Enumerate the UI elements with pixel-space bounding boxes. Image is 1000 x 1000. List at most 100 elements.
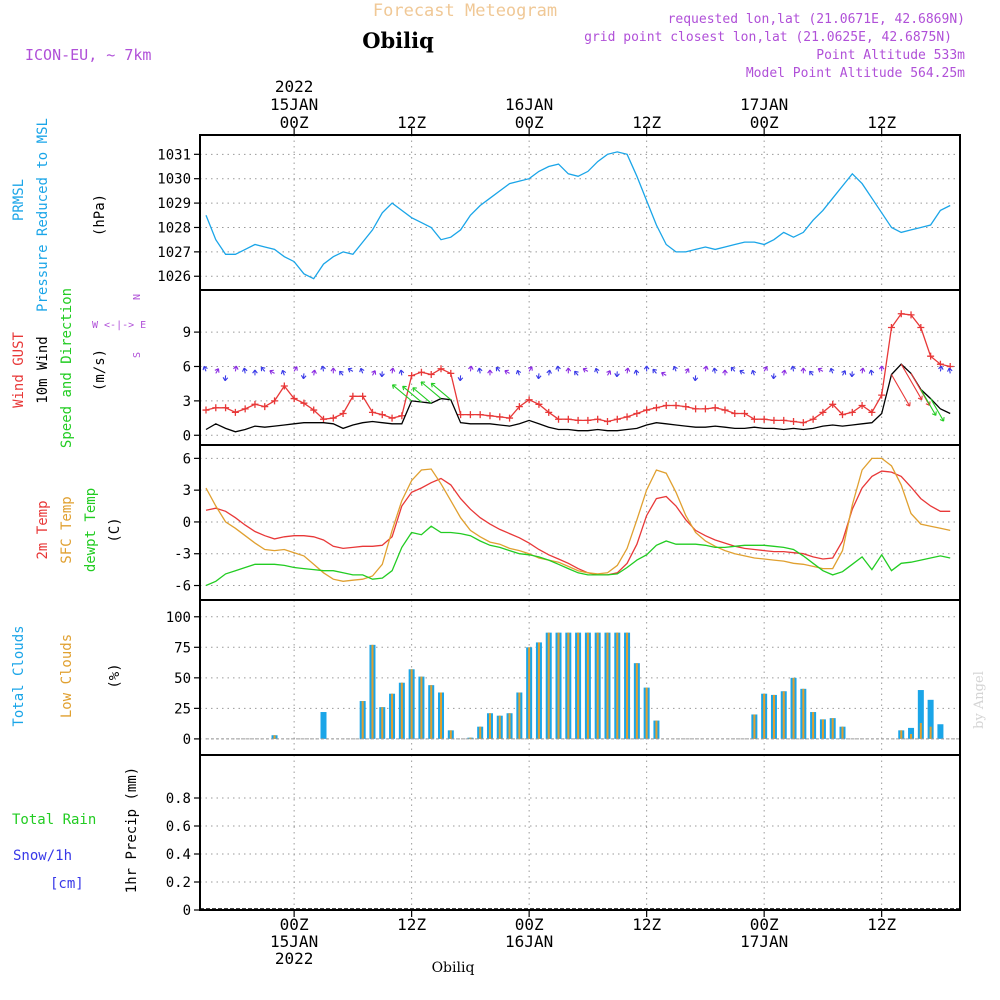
gust-point <box>231 408 239 416</box>
wind-dir-arrowhead <box>800 367 807 372</box>
wind-dir-arrowhead <box>781 369 787 374</box>
gust-point <box>564 415 572 423</box>
bottom-time-label: 00Z <box>750 915 779 934</box>
gust-point <box>398 412 406 420</box>
wind-label-10m: 10m Wind <box>35 336 51 403</box>
wind-dir-arrowhead <box>371 370 377 375</box>
gust-point <box>878 391 886 399</box>
low-cloud-bar <box>919 723 922 739</box>
panel-pressure-ytick-label: 1030 <box>157 172 191 188</box>
bottom-time-label: 2022 <box>275 949 314 968</box>
series-2m-temp-line <box>205 470 951 576</box>
wind-dir-arrowhead <box>841 370 847 375</box>
wind-dir-arrowhead <box>320 365 326 370</box>
gust-point <box>417 368 425 376</box>
top-time-label: 12Z <box>867 113 896 132</box>
wind-dir-arrowhead <box>730 366 736 372</box>
wind-dir-arrowhead <box>938 365 944 370</box>
temp-label-2m: 2m Temp <box>35 500 51 559</box>
panel-clouds-ytick-label: 75 <box>174 640 191 656</box>
panel-wind-ytick-label: 6 <box>183 359 191 375</box>
gust-point <box>339 409 347 417</box>
wind-dir-arrow <box>412 387 432 404</box>
wind-dir-arrowhead <box>722 369 728 374</box>
gust-point <box>799 419 807 427</box>
wind-dir-arrowhead <box>947 367 953 372</box>
panel-pressure-bg <box>200 135 960 290</box>
wind-dir-arrowhead <box>535 375 542 380</box>
cloud-label-total: Total Clouds <box>11 625 27 726</box>
gust-point <box>809 415 817 423</box>
gust-point <box>682 403 690 411</box>
wind-dir-arrowhead <box>468 365 474 370</box>
panel-pressure: 1026 1027 1028 1029 1030 1031 <box>157 134 961 291</box>
gust-point <box>633 409 641 417</box>
low-cloud-bar <box>772 694 775 739</box>
wind-dir-arrowhead <box>829 367 835 373</box>
gust-point <box>574 416 582 424</box>
panel-clouds-ytick-label: 100 <box>166 610 191 626</box>
wind-dir-arrow <box>430 382 452 401</box>
wind-dir-arrowhead <box>931 411 937 416</box>
bottom-time-label: 15JAN <box>270 932 318 951</box>
low-cloud-bar <box>430 685 433 739</box>
wind-dir-arrowhead <box>546 369 552 374</box>
gust-point <box>261 403 269 411</box>
wind-dir-arrowhead <box>233 365 239 370</box>
gust-point <box>212 404 220 412</box>
gust-point <box>535 400 543 408</box>
gust-point <box>887 324 895 332</box>
wind-dir-arrowhead <box>412 387 417 392</box>
gust-point <box>506 414 514 422</box>
gust-point <box>310 406 318 414</box>
point-altitude: Point Altitude 533m <box>816 48 965 63</box>
wind-dir-arrowhead <box>487 369 493 374</box>
gust-point <box>437 365 445 373</box>
bottom-time-label: 17JAN <box>740 932 788 951</box>
compass-we: W <-|-> E <box>92 320 146 331</box>
wind-dir-arrowhead <box>565 367 572 372</box>
low-cloud-bar <box>645 687 648 739</box>
wind-dir-arrow <box>890 374 911 407</box>
wind-label-gust: Wind GUST <box>11 332 27 408</box>
cloud-labels: Total Clouds Low Clouds (%) <box>11 625 123 726</box>
temp-label-unit: (C) <box>107 517 123 542</box>
wind-dir-arrowhead <box>878 365 885 370</box>
low-cloud-bar <box>567 632 570 739</box>
low-cloud-bar <box>518 692 521 739</box>
bottom-time-label: 16JAN <box>505 932 553 951</box>
wind-dir-arrowhead <box>311 369 317 374</box>
wind-dir-arrowhead <box>849 373 855 378</box>
low-cloud-bar <box>577 632 580 739</box>
series-sfc-temp-line <box>205 457 951 582</box>
top-time-label: 00Z <box>750 113 779 132</box>
gust-point <box>457 411 465 419</box>
wind-dir-arrowhead <box>391 384 397 389</box>
wind-dir-arrowhead <box>457 377 464 382</box>
wind-dir-arrowhead <box>269 369 274 375</box>
low-cloud-bar <box>812 712 815 739</box>
panel-wind-bg <box>200 290 960 445</box>
low-cloud-bar <box>606 632 609 739</box>
wind-dir-arrowhead <box>790 365 796 370</box>
total-cloud-bar <box>927 699 934 739</box>
gust-point <box>359 392 367 400</box>
low-cloud-bar <box>479 726 482 739</box>
gust-point <box>623 413 631 421</box>
panel-clouds-ytick-label: 0 <box>183 732 191 748</box>
low-cloud-bar <box>626 632 629 739</box>
gust-point <box>672 401 680 409</box>
wind-dir-arrowhead <box>398 369 405 374</box>
panel-temperature-ytick-label: 6 <box>183 451 191 467</box>
panel-precip-frame <box>199 754 961 911</box>
gust-point <box>271 397 279 405</box>
wind-dir-arrowhead <box>574 370 579 376</box>
gust-point <box>525 396 533 404</box>
wind-dir-arrowhead <box>750 369 757 375</box>
gust-point <box>466 411 474 419</box>
top-time-label: 00Z <box>280 113 309 132</box>
low-cloud-bar <box>537 642 540 739</box>
low-cloud-bar <box>371 644 374 739</box>
wind-label-unit: (m/s) <box>92 349 108 391</box>
wind-dir-arrowhead <box>555 365 561 370</box>
